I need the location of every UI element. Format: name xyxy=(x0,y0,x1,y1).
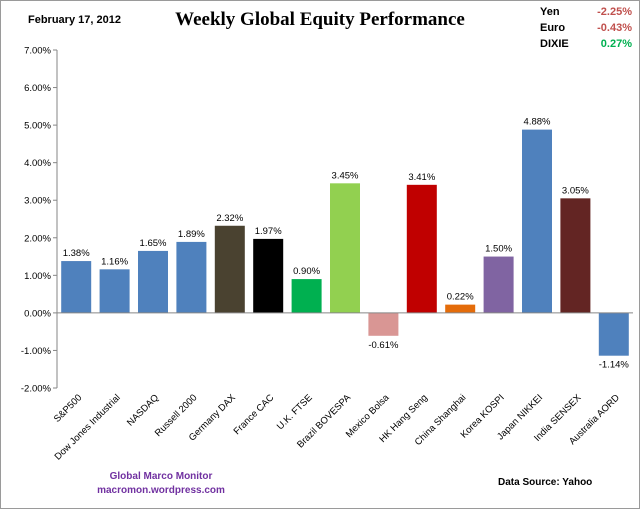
currency-row-euro: Euro -0.43% xyxy=(540,20,632,36)
bar xyxy=(483,256,514,313)
data-label: 4.88% xyxy=(524,117,551,128)
data-label: 1.16% xyxy=(101,256,128,267)
currency-panel: Yen -2.25% Euro -0.43% DIXIE 0.27% xyxy=(540,4,632,52)
x-tick-label: NASDAQ xyxy=(125,392,161,428)
currency-row-yen: Yen -2.25% xyxy=(540,4,632,20)
data-label: -0.61% xyxy=(368,340,399,351)
x-tick-label: Dow Jones Industrial xyxy=(53,392,123,462)
y-tick-label: 2.00% xyxy=(24,233,51,244)
currency-label: Euro xyxy=(540,22,566,34)
bar xyxy=(214,225,245,313)
y-tick-label: 3.00% xyxy=(24,196,51,207)
currency-row-dixie: DIXIE 0.27% xyxy=(540,36,632,52)
data-label: 1.38% xyxy=(63,248,90,259)
y-tick-label: 1.00% xyxy=(24,271,51,282)
bar xyxy=(253,238,284,313)
data-label: 1.65% xyxy=(140,238,167,249)
bar xyxy=(406,184,437,313)
y-tick-label: -2.00% xyxy=(21,384,52,395)
credit-url: macromon.wordpress.com xyxy=(97,485,225,496)
bar xyxy=(176,241,207,313)
credit-name: Global Marco Monitor xyxy=(109,471,213,482)
data-label: 1.97% xyxy=(255,226,282,237)
data-label: 0.90% xyxy=(293,266,320,277)
bar xyxy=(598,312,629,356)
x-tick-label: S&P500 xyxy=(52,392,84,424)
bar xyxy=(61,261,92,313)
data-label: 1.50% xyxy=(485,244,512,255)
currency-value: 0.27% xyxy=(600,38,632,50)
bar xyxy=(138,250,168,313)
data-label: -1.14% xyxy=(599,360,630,371)
y-tick-label: 6.00% xyxy=(24,83,51,94)
data-label: 1.89% xyxy=(178,229,205,240)
data-source: Data Source: Yahoo xyxy=(498,477,593,488)
y-tick-label: -1.00% xyxy=(21,346,52,357)
bar xyxy=(291,279,322,313)
bar xyxy=(368,312,399,336)
data-label: 3.41% xyxy=(408,172,435,183)
currency-value: -0.43% xyxy=(597,22,632,34)
bar xyxy=(330,183,360,313)
bar xyxy=(522,129,552,313)
report-date: February 17, 2012 xyxy=(28,14,121,26)
bar xyxy=(99,269,130,313)
bar xyxy=(560,198,591,313)
credit: Global Marco Monitor macromon.wordpress.… xyxy=(96,470,226,498)
currency-label: DIXIE xyxy=(540,38,569,50)
data-label: 3.45% xyxy=(332,170,359,181)
data-label: 0.22% xyxy=(447,292,474,303)
currency-value: -2.25% xyxy=(597,6,632,18)
y-tick-label: 4.00% xyxy=(24,158,51,169)
data-label: 3.05% xyxy=(562,185,589,196)
y-tick-label: 5.00% xyxy=(24,121,51,132)
chart-title: Weekly Global Equity Performance xyxy=(175,9,465,30)
bar xyxy=(445,304,476,313)
x-tick-label: U.K. FTSE xyxy=(275,392,315,432)
x-tick-label: France CAC xyxy=(232,392,277,437)
data-label: 2.32% xyxy=(216,213,243,224)
currency-label: Yen xyxy=(540,6,560,18)
y-tick-label: 7.00% xyxy=(24,46,51,57)
y-tick-label: 0.00% xyxy=(24,308,51,319)
